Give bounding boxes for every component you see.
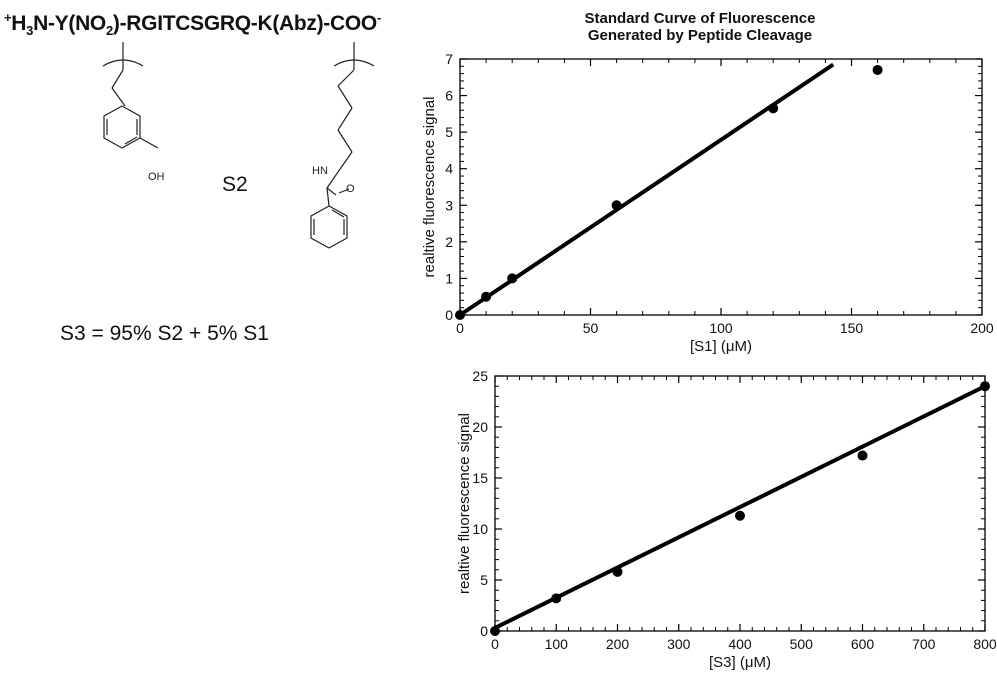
chart2-x-tick-label: 300 xyxy=(667,636,691,652)
chart1-data-point xyxy=(507,273,518,284)
chart2-x-tick-label: 400 xyxy=(728,636,752,652)
chart2-data-point xyxy=(612,566,623,577)
chart1-data-point xyxy=(768,103,779,114)
chart2-y-tick-label: 0 xyxy=(480,623,488,639)
chart1-x-axis-label: [S1] (μM) xyxy=(690,338,752,355)
chart2-x-tick-label: 600 xyxy=(851,636,875,652)
chart2-x-tick-label: 0 xyxy=(491,636,499,652)
chart2-x-axis-label: [S3] (μM) xyxy=(709,654,771,671)
chart2-x-tick-label: 800 xyxy=(973,636,997,652)
chart2-y-tick-label: 5 xyxy=(480,572,488,588)
chart1-x-tick-label: 0 xyxy=(456,320,464,336)
chart1-x-tick-label: 200 xyxy=(970,320,994,336)
chart1-title: Standard Curve of Fluorescence Generated… xyxy=(495,10,905,44)
chart1-title-line-2: Generated by Peptide Cleavage xyxy=(587,27,813,44)
chart2-plot-frame xyxy=(494,375,986,632)
chart2-data-point xyxy=(980,381,990,392)
tyrosine-side-chain xyxy=(102,42,159,149)
chart1-data-point xyxy=(481,291,492,302)
chart2-x-tick-label: 700 xyxy=(912,636,936,652)
chart1-x-tick-label: 50 xyxy=(583,320,599,336)
chart1-data-point xyxy=(872,64,883,75)
chart2-y-tick-label: 10 xyxy=(472,521,488,537)
chart1-plot-frame xyxy=(459,58,983,316)
lysine-abz-side-chain xyxy=(310,42,375,249)
chart1-x-tick-label: 100 xyxy=(709,320,733,336)
chart2-fit-line xyxy=(494,384,986,630)
chart1-title-line-1: Standard Curve of Fluorescence xyxy=(584,10,816,27)
s3-equation: S3 = 95% S2 + 5% S1 xyxy=(60,322,269,345)
s2-label: S2 xyxy=(222,173,248,196)
chart2-data-point xyxy=(735,510,745,521)
carbonyl-oxygen-label: O xyxy=(346,183,355,195)
chemical-structure-diagram: OH HN O xyxy=(102,42,375,249)
chart2-data-point xyxy=(857,450,868,461)
chart1-fit-line xyxy=(458,62,835,317)
chart1-x-tick-label: 150 xyxy=(840,320,864,336)
chart2-y-tick-label: 15 xyxy=(472,470,488,486)
chart2-y-tick-label: 20 xyxy=(472,419,488,435)
chart2-x-tick-label: 500 xyxy=(790,636,814,652)
chart2-y-axis-label: realtive fluorescence signal xyxy=(456,413,473,594)
chart2-y-tick-label: 25 xyxy=(472,368,488,384)
chart2-data-point xyxy=(551,593,562,604)
chart1-data-point xyxy=(455,310,465,320)
hydroxyl-label: OH xyxy=(148,171,165,183)
chart2-x-tick-label: 100 xyxy=(545,636,569,652)
amine-label: HN xyxy=(312,165,328,177)
chart1-data-point xyxy=(611,200,622,211)
chart1-y-tick-label: 0 xyxy=(445,307,453,323)
chart2-data-point xyxy=(490,626,500,636)
peptide-sequence-title: +H3N-Y(NO2)-RGITCSGRQ-K(Abz)-COO- xyxy=(4,10,381,39)
chart2-x-tick-label: 200 xyxy=(606,636,630,652)
